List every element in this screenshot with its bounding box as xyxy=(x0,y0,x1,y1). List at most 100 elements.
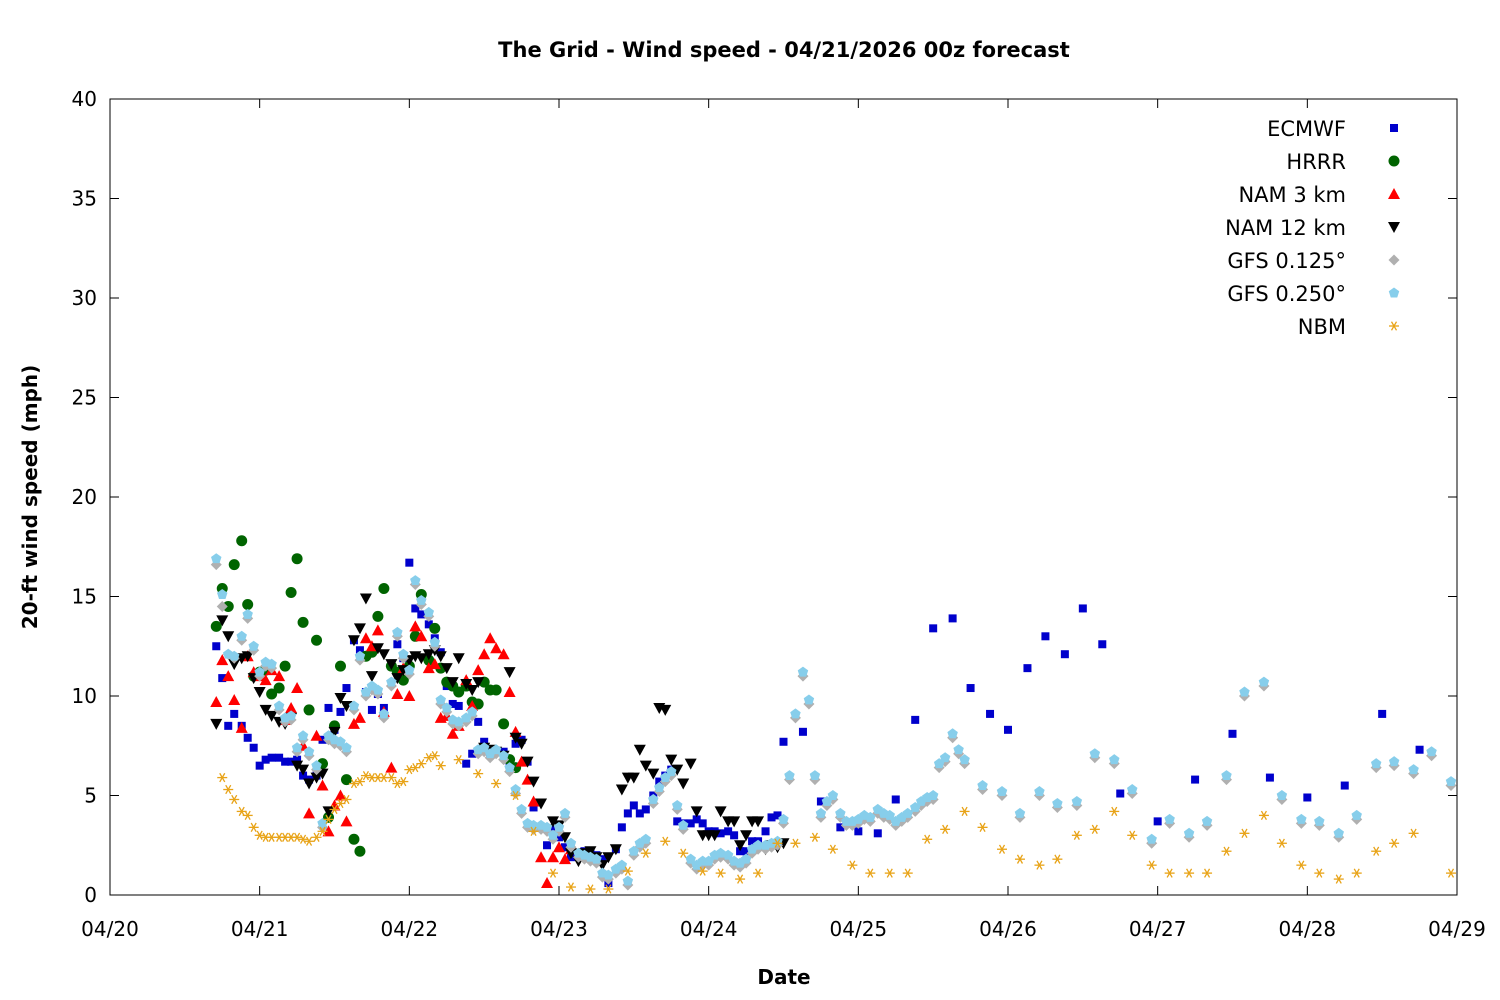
nam-3-km-point xyxy=(497,648,510,660)
gfs-0-250-point xyxy=(996,786,1008,796)
ecmwf-point xyxy=(748,837,757,846)
gfs-0-250-point xyxy=(740,853,752,864)
legend-label: GFS 0.125° xyxy=(1227,249,1346,273)
gfs-0-250-point xyxy=(1333,827,1344,838)
gfs-0-250-point xyxy=(416,594,427,605)
gfs-0-250-point xyxy=(815,807,827,818)
nbm-point xyxy=(809,832,820,842)
gfs-0-250-point xyxy=(947,728,958,739)
ecmwf-point xyxy=(255,761,264,770)
gfs-0-250-point xyxy=(784,770,795,781)
ecmwf-point xyxy=(261,755,270,764)
hrrr-point xyxy=(490,684,502,696)
nam-3-km-point xyxy=(334,789,347,801)
ecmwf-point xyxy=(629,801,638,810)
ecmwf-point xyxy=(275,753,284,762)
gfs-0-250-point xyxy=(410,575,421,586)
nam-3-km-point xyxy=(259,674,272,686)
nbm-point xyxy=(1146,860,1157,870)
ecmwf-point xyxy=(686,819,695,828)
nbm-point xyxy=(348,778,359,789)
gfs-0-250-point xyxy=(752,839,764,850)
ecmwf-point xyxy=(692,815,701,824)
nam-3-km-point xyxy=(285,701,298,713)
gfs-0-250-point xyxy=(685,853,696,864)
nbm-point xyxy=(715,868,726,878)
gfs-0-250-point xyxy=(335,736,346,747)
ecmwf-point xyxy=(324,703,333,712)
nam-12-km-point xyxy=(253,687,266,699)
nam-12-km-point xyxy=(503,667,516,679)
y-tick-label: 15 xyxy=(72,585,97,609)
gfs-0-250-point xyxy=(591,853,602,864)
nam-3-km-point xyxy=(210,695,223,707)
nbm-point xyxy=(827,844,838,854)
ecmwf-point xyxy=(293,755,302,764)
gfs-0-250-point xyxy=(865,811,876,822)
ecmwf-point xyxy=(891,795,900,804)
gfs-0-250-point xyxy=(1201,815,1213,826)
gfs-0-250-point xyxy=(1276,790,1288,800)
ecmwf-point xyxy=(336,707,345,716)
nam-12-km-point xyxy=(353,623,366,635)
series-layer xyxy=(210,535,1457,894)
ecmwf-point xyxy=(911,715,920,724)
gfs-0-250-point xyxy=(715,847,726,858)
nam-12-km-point xyxy=(472,677,485,689)
gfs-0-250-point xyxy=(672,799,683,810)
nam-12-km-point xyxy=(515,738,528,750)
gfs-0-250-point xyxy=(435,694,446,705)
legend-label: GFS 0.250° xyxy=(1227,282,1346,306)
hrrr-point xyxy=(453,686,465,698)
gfs-0-250-point xyxy=(1183,827,1195,838)
nbm-point xyxy=(585,884,596,894)
legend-marker-ecmwf xyxy=(1390,124,1398,132)
nam-12-km-point xyxy=(535,798,548,810)
nam-3-km-point xyxy=(415,630,428,642)
nam-12-km-point xyxy=(564,848,577,860)
gfs-0-250-point xyxy=(977,780,988,790)
nbm-point xyxy=(622,866,633,876)
y-tick-label: 5 xyxy=(84,784,97,808)
nbm-point xyxy=(528,826,539,836)
nam-12-km-point xyxy=(291,760,304,772)
nam-12-km-point xyxy=(446,677,459,689)
ecmwf-point xyxy=(698,819,707,828)
ecmwf-point xyxy=(560,843,569,852)
legend-label: NBM xyxy=(1298,315,1346,339)
x-tick-label: 04/24 xyxy=(680,917,738,941)
ecmwf-point xyxy=(1228,729,1237,738)
nbm-point xyxy=(311,832,322,842)
nam-3-km-point xyxy=(403,690,416,701)
nbm-point xyxy=(304,836,315,846)
legend: ECMWF HRRR NAM 3 km NAM 12 km GFS 0.125° GFS … xyxy=(1225,117,1400,339)
nam-12-km-point xyxy=(334,692,347,704)
nbm-point xyxy=(242,810,253,821)
nam-12-km-point xyxy=(328,726,341,738)
nam-12-km-point xyxy=(303,778,316,790)
nbm-point xyxy=(217,772,228,783)
nam-12-km-point xyxy=(639,760,652,772)
gfs-0-250-point xyxy=(392,626,403,637)
ecmwf-point xyxy=(468,749,477,758)
ecmwf-point xyxy=(1060,650,1069,659)
nbm-point xyxy=(865,868,876,878)
ecmwf-point xyxy=(623,809,632,818)
nbm-point xyxy=(1258,810,1269,821)
hrrr-point xyxy=(340,774,352,786)
gfs-0-250-point xyxy=(1351,809,1362,820)
series-nbm xyxy=(217,751,1457,894)
gfs-0-250-point xyxy=(640,833,652,844)
nbm-point xyxy=(392,778,403,789)
nbm-point xyxy=(1389,838,1400,848)
ecmwf-point xyxy=(854,827,863,836)
nam-12-km-point xyxy=(385,659,398,671)
nbm-point xyxy=(317,826,328,836)
nam-12-km-point xyxy=(615,784,628,796)
y-tick-label: 40 xyxy=(72,87,97,111)
gfs-0-250-point xyxy=(217,589,228,599)
ecmwf-point xyxy=(267,753,276,762)
gfs-0-250-point xyxy=(317,817,328,828)
ecmwf-point xyxy=(281,757,290,766)
nam-12-km-point xyxy=(609,844,622,856)
